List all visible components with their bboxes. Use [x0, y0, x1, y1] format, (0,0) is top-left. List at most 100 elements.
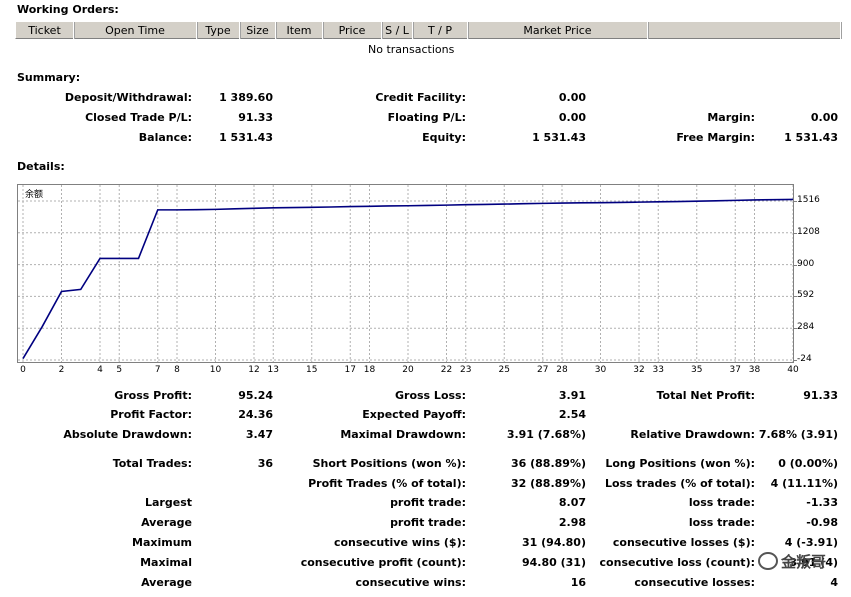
- x-tick-label: 22: [440, 365, 453, 375]
- maximal-profit-label: consecutive profit (count):: [300, 556, 466, 569]
- max-cons-wins-label: consecutive wins ($):: [333, 536, 466, 549]
- summary-title: Summary:: [17, 71, 81, 84]
- x-tick-label: 10: [209, 365, 222, 375]
- average-label: Average: [141, 516, 192, 529]
- credit-label: Credit Facility:: [375, 91, 466, 104]
- x-tick-label: 15: [306, 365, 318, 375]
- long-positions-label: Long Positions (won %):: [605, 457, 755, 470]
- closed-pl-label: Closed Trade P/L:: [85, 111, 192, 124]
- floating-pl-label: Floating P/L:: [387, 111, 466, 124]
- deposit-value: 1 389.60: [219, 91, 273, 104]
- gross-profit-value: 95.24: [238, 389, 273, 402]
- expected-payoff-label: Expected Payoff:: [362, 408, 466, 421]
- orders-empty-text: No transactions: [368, 43, 455, 56]
- x-tick-label: 27: [537, 365, 549, 375]
- column-market-price[interactable]: Market Price: [468, 22, 648, 39]
- equity-value: 1 531.43: [532, 131, 586, 144]
- column-sl[interactable]: S / L: [382, 22, 413, 39]
- total-net-profit-label: Total Net Profit:: [656, 389, 756, 402]
- margin-value: 0.00: [810, 111, 838, 124]
- equity-label: Equity:: [422, 131, 466, 144]
- y-tick-label: 592: [797, 290, 815, 301]
- average-profit-label: profit trade:: [390, 516, 466, 529]
- column-item[interactable]: Item: [276, 22, 323, 39]
- column-open-time[interactable]: Open Time: [74, 22, 197, 39]
- y-tick-mark: [794, 296, 797, 298]
- x-tick-label: 28: [556, 365, 568, 375]
- column-type[interactable]: Type: [197, 22, 240, 39]
- max-cons-wins-value: 31 (94.80): [522, 536, 586, 549]
- x-tick-label: 5: [116, 365, 123, 375]
- balance-value: 1 531.43: [219, 131, 273, 144]
- balance-series-line: [22, 198, 793, 359]
- x-tick-label: 23: [460, 365, 472, 375]
- absolute-drawdown-label: Absolute Drawdown:: [63, 428, 192, 441]
- relative-drawdown-label: Relative Drawdown:: [630, 428, 755, 441]
- profit-trades-value: 32 (88.89%): [510, 477, 586, 490]
- y-tick-label: 900: [797, 258, 815, 269]
- balance-chart-svg: [18, 185, 793, 362]
- max-cons-losses-label: consecutive losses ($):: [612, 536, 755, 549]
- loss-trades-value: 4 (11.11%): [770, 477, 838, 490]
- largest-profit-value: 8.07: [558, 496, 586, 509]
- x-tick-label: 33: [652, 365, 664, 375]
- short-positions-label: Short Positions (won %):: [312, 457, 466, 470]
- long-positions-value: 0 (0.00%): [778, 457, 838, 470]
- orders-table-header: Ticket Open Time Type Size Item Price S …: [15, 21, 841, 39]
- chart-legend: 余额: [25, 190, 44, 200]
- column-price[interactable]: Price: [323, 22, 382, 39]
- x-tick-label: 12: [248, 365, 260, 375]
- x-tick-label: 4: [97, 365, 103, 375]
- credit-value: 0.00: [558, 91, 586, 104]
- profit-factor-label: Profit Factor:: [110, 408, 192, 421]
- y-tick-label: 284: [797, 322, 815, 333]
- avg-cons-losses-value: 4: [830, 576, 838, 589]
- x-tick-label: 2: [58, 365, 65, 375]
- loss-trades-label: Loss trades (% of total):: [604, 477, 755, 490]
- average-loss-label: loss trade:: [688, 516, 755, 529]
- x-tick-label: 25: [498, 365, 510, 375]
- working-orders-title: Working Orders:: [17, 3, 119, 16]
- gross-loss-value: 3.91: [558, 389, 586, 402]
- x-tick-label: 32: [633, 365, 645, 375]
- column-size[interactable]: Size: [240, 22, 276, 39]
- y-tick-mark: [794, 264, 797, 266]
- x-tick-label: 40: [787, 365, 799, 375]
- y-tick-mark: [794, 232, 797, 234]
- x-tick-label: 18: [363, 365, 376, 375]
- maximal-profit-value: 94.80 (31): [522, 556, 586, 569]
- y-tick-label: 1516: [797, 195, 820, 205]
- x-tick-label: 13: [267, 365, 279, 375]
- column-ticket[interactable]: Ticket: [16, 22, 74, 39]
- watermark: 金叛哥: [758, 548, 842, 574]
- x-tick-label: 7: [154, 365, 161, 375]
- x-tick-label: 20: [402, 365, 414, 375]
- free-margin-value: 1 531.43: [784, 131, 838, 144]
- maximal-drawdown-value: 3.91 (7.68%): [506, 428, 586, 441]
- avg-cons-wins-value: 16: [570, 576, 586, 589]
- x-tick-label: 30: [594, 365, 607, 375]
- maximum-label: Maximum: [132, 536, 192, 549]
- closed-pl-value: 91.33: [238, 111, 273, 124]
- watermark-text: 金叛哥: [781, 552, 827, 571]
- x-tick-label: 37: [729, 365, 741, 375]
- details-title: Details:: [17, 160, 65, 173]
- average-cons-label: Average: [141, 576, 192, 589]
- maximal-drawdown-label: Maximal Drawdown:: [340, 428, 466, 441]
- x-tick-label: 17: [344, 365, 356, 375]
- max-cons-losses-value: 4 (-3.91): [784, 536, 838, 549]
- gross-loss-label: Gross Loss:: [395, 389, 466, 402]
- expected-payoff-value: 2.54: [558, 408, 586, 421]
- gross-profit-label: Gross Profit:: [114, 389, 192, 402]
- deposit-label: Deposit/Withdrawal:: [64, 91, 192, 104]
- relative-drawdown-value: 7.68% (3.91): [758, 428, 838, 441]
- x-tick-label: 0: [20, 365, 26, 375]
- largest-loss-value: -1.33: [806, 496, 838, 509]
- average-loss-value: -0.98: [806, 516, 838, 529]
- short-positions-value: 36 (88.89%): [510, 457, 586, 470]
- total-net-profit-value: 91.33: [803, 389, 838, 402]
- column-tp[interactable]: T / P: [413, 22, 468, 39]
- balance-chart: 余额: [17, 184, 794, 363]
- free-margin-label: Free Margin:: [676, 131, 755, 144]
- avg-cons-wins-label: consecutive wins:: [355, 576, 466, 589]
